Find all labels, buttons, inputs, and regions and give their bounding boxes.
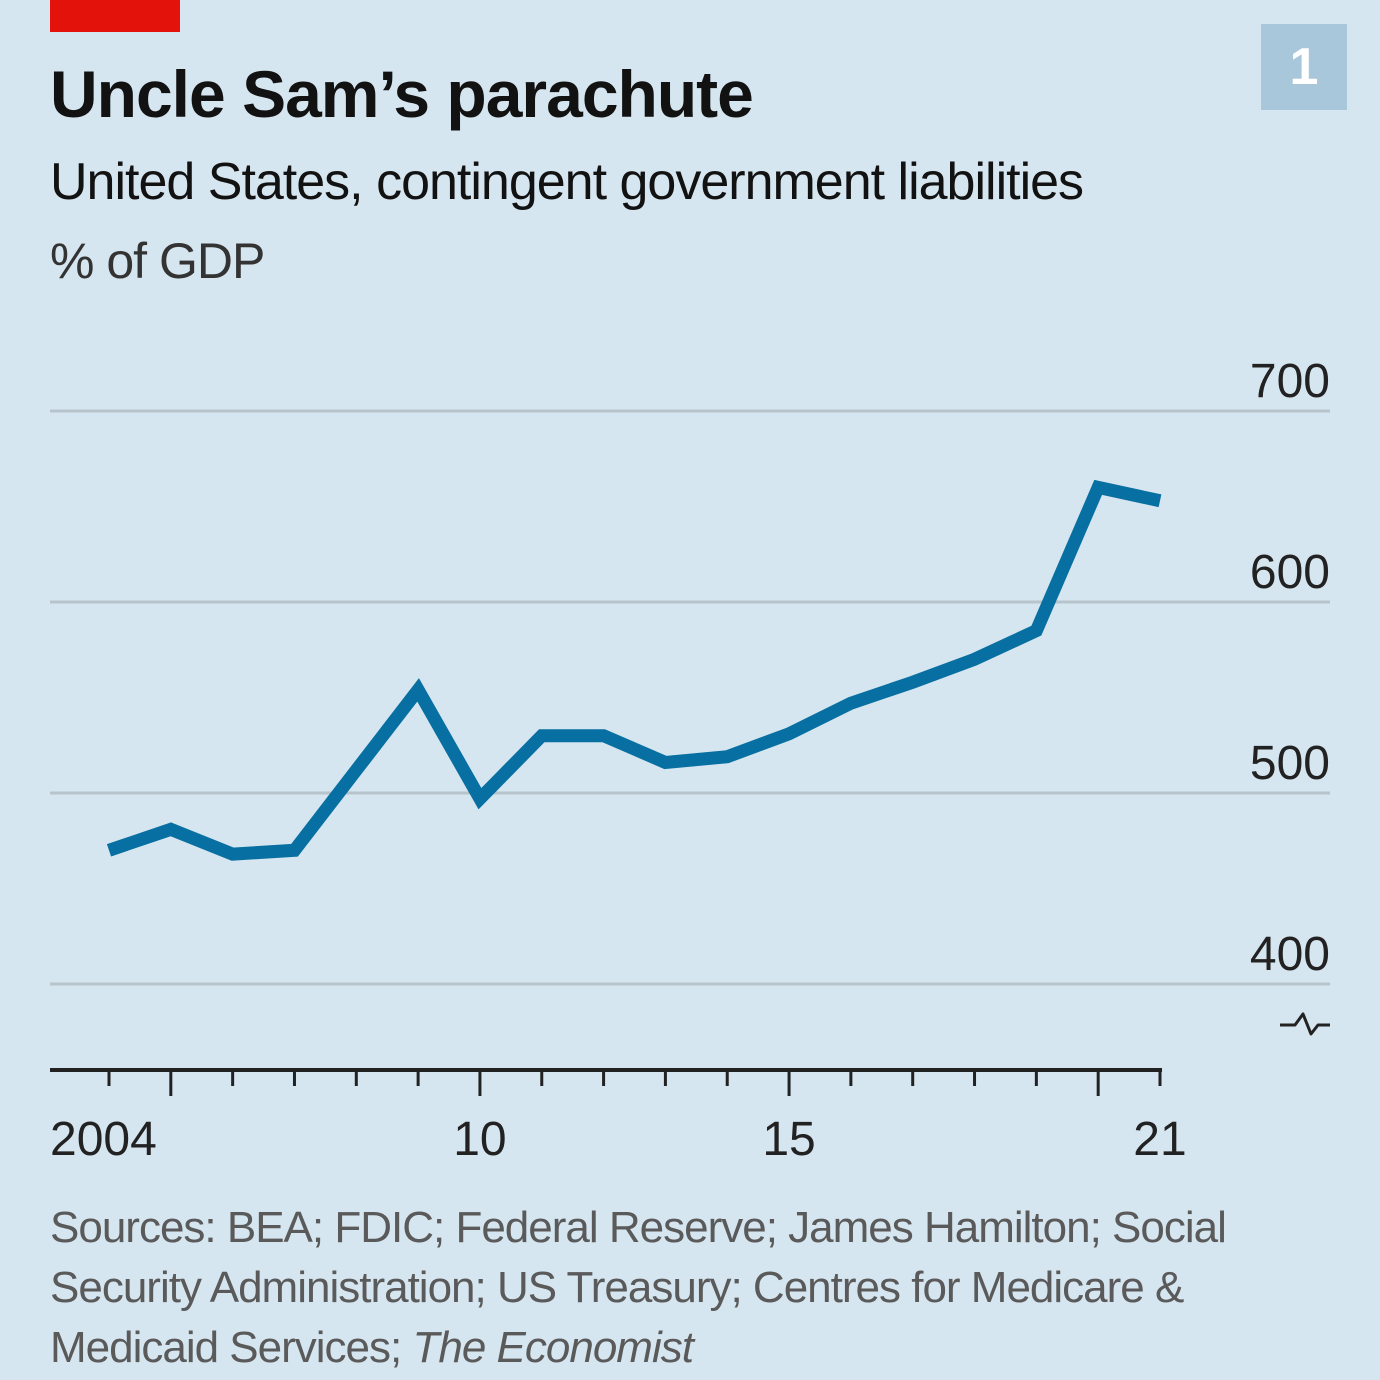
source-publisher: The Economist	[412, 1323, 693, 1372]
series-line-0	[106, 479, 1162, 861]
x-tick-label: 10	[453, 1113, 506, 1166]
chart-number-badge: 1	[1261, 24, 1347, 110]
y-tick-label: 600	[1250, 546, 1330, 599]
red-brand-tag	[50, 0, 180, 32]
chart-title: Uncle Sam’s parachute	[50, 57, 754, 131]
chart-subtitle: United States, contingent government lia…	[50, 153, 1084, 211]
y-tick-label: 400	[1250, 928, 1330, 981]
source-note: Sources: BEA; FDIC; Federal Reserve; Jam…	[50, 1198, 1350, 1378]
source-text: Sources: BEA; FDIC; Federal Reserve; Jam…	[50, 1203, 1227, 1372]
x-tick-label: 15	[762, 1113, 815, 1166]
axis-break-icon	[1280, 1012, 1330, 1036]
x-tick-label: 21	[1133, 1113, 1186, 1166]
x-tick-label: 2004	[50, 1113, 157, 1166]
y-axis-units: % of GDP	[50, 233, 265, 289]
y-tick-label: 500	[1250, 737, 1330, 790]
y-tick-label: 700	[1250, 355, 1330, 408]
